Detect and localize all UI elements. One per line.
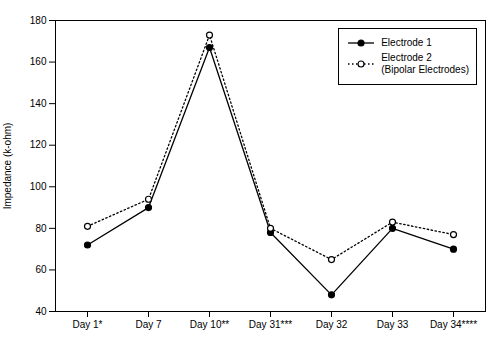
html-text:Electrode 1: Electrode 1 xyxy=(381,37,432,48)
svg-text:160: 160 xyxy=(30,56,47,67)
html-text:Electrode 2 (Bipolar Electrode: Electrode 2 (Bipolar Electrodes) xyxy=(381,52,469,75)
svg-text:Day 33: Day 33 xyxy=(377,319,409,330)
svg-text:100: 100 xyxy=(30,181,47,192)
svg-text:Day 7: Day 7 xyxy=(135,319,162,330)
svg-text:Impedance (k-ohm): Impedance (k-ohm) xyxy=(2,123,13,210)
svg-text:Day 31***: Day 31*** xyxy=(249,319,292,330)
svg-text:Day 34****: Day 34**** xyxy=(430,319,477,330)
svg-text:140: 140 xyxy=(30,98,47,109)
svg-text:60: 60 xyxy=(35,264,47,275)
svg-text:40: 40 xyxy=(35,306,47,317)
svg-text:Day 1*: Day 1* xyxy=(72,319,102,330)
svg-text:180: 180 xyxy=(30,15,47,26)
svg-text:Day 10**: Day 10** xyxy=(190,319,230,330)
svg-text:80: 80 xyxy=(35,223,47,234)
svg-text:120: 120 xyxy=(30,139,47,150)
svg-text:Day 32: Day 32 xyxy=(316,319,348,330)
